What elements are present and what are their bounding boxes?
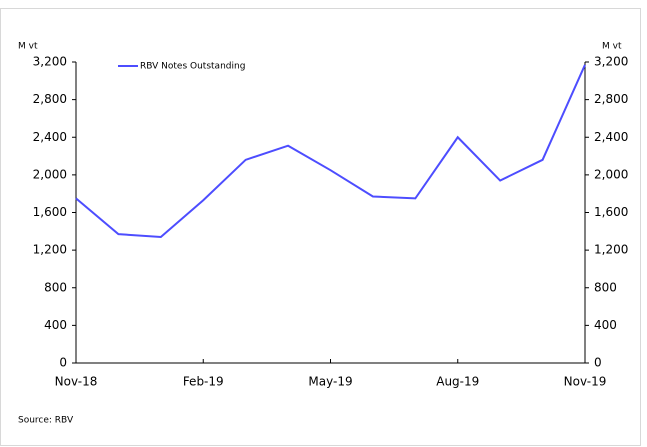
y-axis-label: M vt <box>18 42 38 52</box>
y-tick-label: 1,600 <box>33 205 67 219</box>
y2-tick-label: 2,000 <box>594 167 628 181</box>
y-tick-label: 400 <box>44 318 67 332</box>
y2-tick-label: 0 <box>594 356 602 370</box>
legend-label: RBV Notes Outstanding <box>140 62 245 72</box>
y2-tick-label: 3,200 <box>594 55 628 69</box>
y-tick-label: 2,800 <box>33 92 67 106</box>
y2-tick-label: 1,600 <box>594 205 628 219</box>
line-series <box>75 64 586 238</box>
frame <box>0 8 641 446</box>
x-tick-label: Nov-19 <box>564 375 607 389</box>
x-tick-label: Nov-18 <box>55 375 98 389</box>
y2-tick-label: 400 <box>594 318 617 332</box>
x-tick-label: May-19 <box>308 375 352 389</box>
x-tick-label: Aug-19 <box>436 375 479 389</box>
y2-axis-label: M vt <box>602 42 622 52</box>
y-tick-label: 0 <box>59 356 67 370</box>
source: Source: RBV <box>18 416 74 426</box>
y2-tick-label: 1,200 <box>594 243 628 257</box>
y2-tick-label: 2,400 <box>594 130 628 144</box>
y-tick-label: 2,000 <box>33 167 67 181</box>
y-tick-label: 800 <box>44 280 67 294</box>
y-tick-label: 2,400 <box>33 130 67 144</box>
y2-tick-label: 800 <box>594 280 617 294</box>
y-tick-label: 3,200 <box>33 55 67 69</box>
y2-tick-label: 2,800 <box>594 92 628 106</box>
x-tick-label: Feb-19 <box>183 375 224 389</box>
y-tick-label: 1,200 <box>33 243 67 257</box>
